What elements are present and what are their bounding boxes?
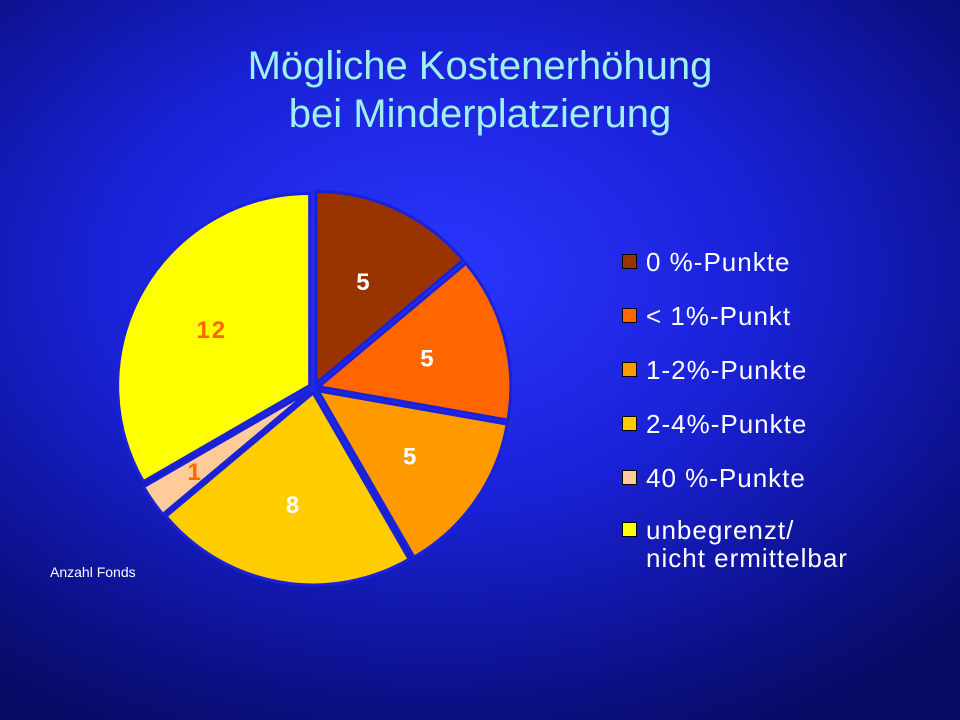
legend-label: 2-4%-Punkte	[646, 409, 808, 439]
legend-swatch	[622, 254, 637, 269]
legend-swatch	[622, 416, 637, 431]
legend-swatch	[622, 308, 637, 323]
legend-label: < 1%-Punkt	[646, 301, 792, 331]
pie-slice	[163, 390, 412, 587]
legend-swatch	[622, 470, 637, 485]
chart-note: Anzahl Fonds	[50, 564, 136, 580]
chart-title-line-1: Mögliche Kostenerhöhung	[247, 44, 713, 88]
legend-swatch	[622, 522, 637, 537]
pie-slice-value-label: 5	[356, 269, 371, 296]
pie-slice	[315, 388, 509, 560]
pie-slice-value-label: 5	[403, 444, 418, 471]
pie-slice	[141, 389, 311, 517]
legend-label: 1-2%-Punkte	[646, 355, 808, 385]
pie-slice	[116, 191, 312, 484]
chart-title-line-2: bei Minderplatzierung	[288, 92, 672, 136]
legend-swatch	[622, 362, 637, 377]
pie-slice	[314, 189, 466, 387]
legend-label: unbegrenzt/nicht ermittelbar	[646, 515, 848, 573]
pie-slice-value-label: 1	[188, 459, 203, 486]
legend-label: 0 %-Punkte	[646, 247, 791, 277]
chart-title: Mögliche Kostenerhöhung bei Minderplatzi…	[0, 42, 960, 138]
pie-slice-value-label: 8	[286, 492, 301, 519]
legend-label: 40 %-Punkte	[646, 463, 806, 493]
pie-slice-value-label: 5	[420, 345, 435, 372]
pie-slice-value-label: 12	[196, 317, 227, 344]
pie-slice	[315, 261, 513, 422]
